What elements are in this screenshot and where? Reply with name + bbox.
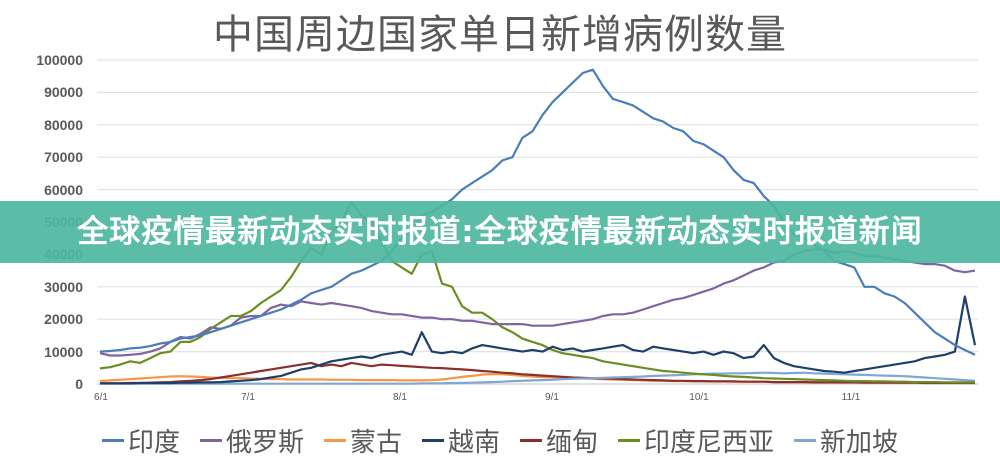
x-tick: 8/1	[393, 392, 407, 403]
legend-item-russia: 俄罗斯	[199, 422, 304, 459]
x-tick: 11/1	[841, 392, 861, 403]
legend-item-india: 印度	[101, 422, 180, 459]
legend-swatch-icon	[794, 438, 817, 442]
legend-label: 印度尼西亚	[644, 427, 775, 458]
chart-title: 中国周边国家单日新增病例数量	[213, 12, 787, 58]
y-tick: 60000	[44, 182, 83, 198]
legend-item-singapore: 新加坡	[794, 422, 898, 459]
legend-item-vietnam: 越南	[421, 422, 500, 459]
legend-item-mongolia: 蒙古	[323, 422, 402, 459]
legend-swatch-icon	[199, 438, 222, 442]
legend-label: 印度	[127, 427, 180, 458]
legend-item-indonesia: 印度尼西亚	[618, 422, 774, 459]
y-tick: 30000	[44, 279, 83, 295]
legend-label: 俄罗斯	[225, 427, 304, 458]
legend-swatch-icon	[101, 438, 124, 442]
legend-swatch-icon	[520, 438, 542, 442]
legend-label: 越南	[447, 427, 500, 458]
y-tick: 90000	[44, 84, 83, 100]
y-tick: 100000	[36, 52, 83, 68]
news-banner	[0, 201, 1000, 263]
x-tick: 9/1	[545, 392, 559, 403]
legend-swatch-icon	[618, 438, 641, 442]
news-banner-text: 全球疫情最新动态实时报道:全球疫情最新动态实时报道新闻	[77, 214, 923, 250]
legend: 印度 俄罗斯 蒙古 越南 缅甸 印度尼西亚 新加坡	[0, 420, 1000, 460]
legend-swatch-icon	[421, 438, 444, 442]
legend-item-myanmar: 缅甸	[520, 422, 598, 459]
legend-label: 蒙古	[349, 427, 402, 458]
y-tick: 20000	[44, 311, 83, 327]
y-tick: 0	[75, 376, 83, 392]
y-tick: 80000	[44, 117, 83, 133]
x-tick: 6/1	[94, 392, 108, 403]
y-tick: 70000	[44, 149, 83, 165]
y-tick: 10000	[44, 344, 83, 360]
legend-label: 缅甸	[546, 427, 599, 458]
x-tick: 10/1	[689, 392, 709, 403]
x-tick: 7/1	[241, 392, 255, 403]
legend-label: 新加坡	[820, 427, 899, 458]
legend-swatch-icon	[323, 438, 346, 442]
